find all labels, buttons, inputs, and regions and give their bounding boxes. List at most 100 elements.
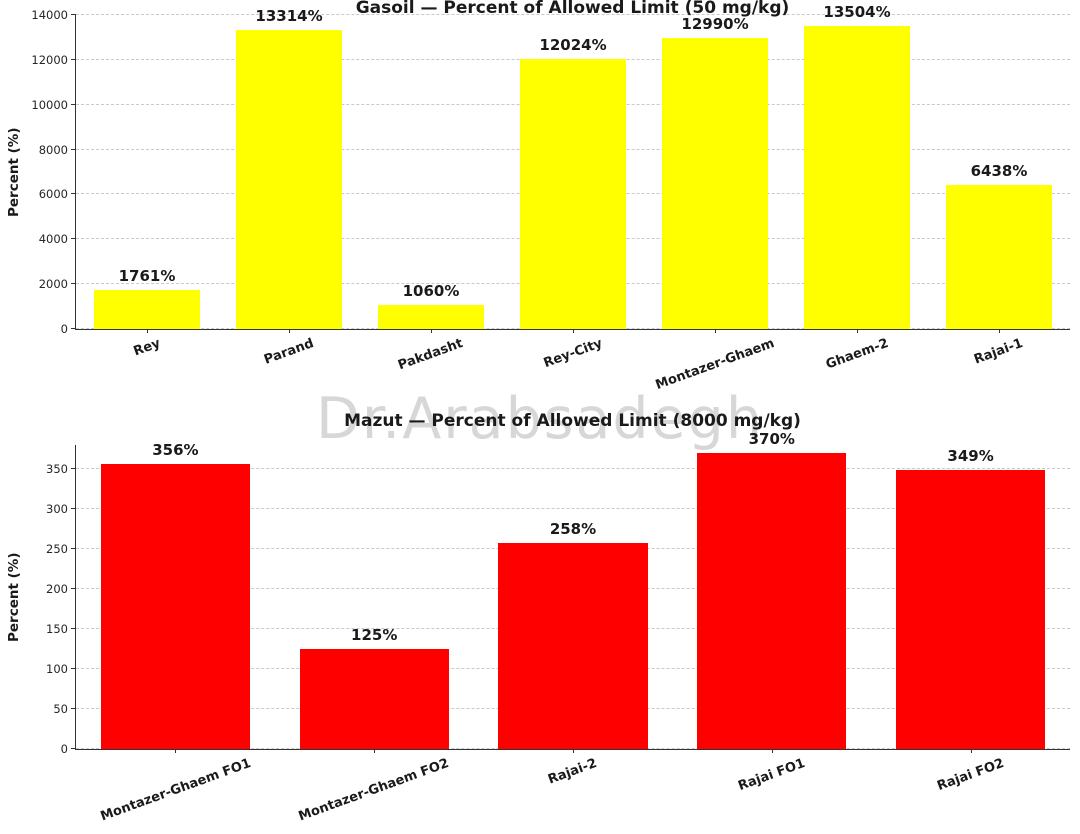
mazut-chart-title: Mazut — Percent of Allowed Limit (8000 m… — [344, 411, 801, 431]
y-tick-label: 2000 — [38, 277, 68, 292]
bars-layer: 356% Montazer-Ghaem FO1 125% Montazer-Ghaem… — [76, 430, 1070, 824]
y-tick-label: 8000 — [38, 142, 68, 157]
y-tick-mark — [71, 668, 76, 669]
bar-slot: 1060% Pakdasht — [360, 15, 502, 373]
bar-slot: 6438% Rajai-1 — [928, 15, 1070, 368]
y-tick-label: 150 — [46, 622, 68, 637]
bar-slot: 356% Montazer-Ghaem FO1 — [76, 441, 275, 824]
x-tick-mark — [771, 749, 773, 753]
x-tick-label: Rajai FO1 — [736, 756, 808, 795]
x-tick-label: Parand — [262, 336, 316, 368]
y-tick-mark — [71, 508, 76, 510]
y-tick-label: 14000 — [31, 8, 68, 22]
y-tick-mark — [71, 708, 76, 709]
y-tick-mark — [71, 283, 76, 285]
x-tick-label: Pakdasht — [396, 336, 466, 374]
x-tick-mark — [572, 749, 574, 753]
y-tick-label: 100 — [46, 662, 68, 676]
bar: 1761% — [93, 267, 201, 329]
bar-value-label: 1761% — [118, 266, 176, 285]
x-tick-label: Montazer-Ghaem — [653, 336, 777, 393]
x-tick-mark — [374, 749, 376, 753]
x-tick-mark — [175, 749, 177, 753]
bar-value-label: 356% — [152, 441, 199, 460]
y-tick-label: 50 — [53, 702, 68, 716]
x-tick-label: Montazer-Ghaem FO2 — [296, 756, 452, 825]
gridline — [76, 468, 1070, 469]
mazut-plot-area: 0 50 100 150 200 250 300 350 356% Montazer-Ghaem … — [46, 430, 1070, 824]
y-tick-mark — [71, 748, 76, 749]
bar-slot: 349% Rajai FO2 — [871, 445, 1070, 794]
bar-slot: 12024% Rey-City — [502, 15, 644, 371]
gasoil-plot-area: 0 2000 4000 6000 8000 10000 12000 14000 1761% Rey… — [31, 3, 1070, 393]
bar: 6438% — [945, 162, 1053, 329]
x-tick-mark — [715, 329, 716, 333]
y-tick-label: 10000 — [31, 97, 68, 112]
bar: 1060% — [377, 282, 485, 329]
bar-value-label: 258% — [549, 519, 597, 538]
bar: 13314% — [235, 7, 343, 329]
bar: 370% — [697, 430, 847, 749]
x-tick-label: Ghaem-2 — [823, 336, 891, 373]
x-tick-mark — [999, 329, 1000, 333]
bar-slot: 12990% Montazer-Ghaem — [644, 15, 786, 393]
bar-value-label: 349% — [947, 446, 994, 465]
bar-value-label: 125% — [351, 626, 398, 644]
x-tick-label: Rey-City — [541, 336, 605, 372]
y-tick-mark — [71, 58, 76, 60]
y-tick-label: 300 — [46, 502, 68, 517]
y-tick-mark — [71, 548, 76, 549]
y-tick-label: 12000 — [31, 52, 68, 67]
bar-slot: 1761% Rey — [76, 15, 218, 359]
bar-slot: 13314% Parand — [218, 7, 360, 368]
bar-value-label: 12024% — [539, 36, 607, 55]
x-tick-mark — [431, 329, 432, 333]
y-tick-mark — [71, 588, 76, 589]
bar-slot: 13504% Ghaem-2 — [786, 3, 928, 373]
bar-slot: 258% Rajai-2 — [474, 445, 673, 788]
bar: 349% — [896, 447, 1046, 749]
y-tick-mark — [71, 238, 76, 240]
bar-value-label: 370% — [748, 430, 795, 448]
bar: 13504% — [803, 3, 911, 329]
x-tick-label: Rajai-1 — [972, 336, 1026, 368]
y-tick-mark — [71, 468, 76, 469]
x-tick-label: Rajai-2 — [546, 756, 600, 788]
y-tick-label: 250 — [46, 542, 68, 556]
y-tick-label: 0 — [60, 322, 68, 336]
y-tick-mark — [71, 328, 76, 329]
gridline — [76, 14, 1070, 15]
y-tick-mark — [71, 14, 76, 15]
x-tick-label: Rey — [131, 336, 163, 360]
bar-value-label: 6438% — [970, 161, 1028, 180]
y-tick-mark — [71, 148, 76, 150]
bar: 356% — [100, 441, 250, 749]
x-tick-mark — [289, 329, 290, 333]
y-tick-label: 200 — [46, 582, 68, 596]
bar-slot: 370% Rajai FO1 — [672, 430, 871, 794]
x-tick-mark — [147, 329, 148, 333]
bar-value-label: 1060% — [402, 282, 460, 301]
x-tick-label: Rajai FO2 — [935, 756, 1006, 795]
y-tick-mark — [71, 628, 76, 630]
bar: 125% — [299, 626, 449, 749]
gasoil-y-axis-label: Percent (%) — [6, 127, 22, 218]
x-tick-mark — [857, 329, 858, 333]
y-tick-mark — [71, 103, 76, 105]
gasoil-chart-title: Gasoil — Percent of Allowed Limit (50 mg… — [355, 0, 790, 18]
bars-layer: 1761% Rey 13314% Parand 1060% Pakdasht 12024% R… — [76, 3, 1070, 393]
y-tick-mark — [71, 193, 76, 195]
x-tick-label: Montazer-Ghaem FO1 — [98, 756, 253, 825]
bar: 12990% — [661, 15, 769, 329]
x-tick-mark — [970, 749, 972, 753]
bar-value-label: 13314% — [255, 7, 323, 26]
y-tick-label: 6000 — [38, 187, 68, 202]
x-tick-mark — [573, 329, 574, 333]
bar-slot: 125% Montazer-Ghaem FO2 — [275, 445, 474, 824]
mazut-y-axis-label: Percent (%) — [6, 552, 22, 643]
gridline — [76, 508, 1070, 510]
y-tick-label: 350 — [46, 462, 68, 476]
bar: 258% — [498, 520, 648, 749]
bar: 12024% — [519, 36, 627, 329]
bar-value-label: 12990% — [681, 14, 749, 33]
